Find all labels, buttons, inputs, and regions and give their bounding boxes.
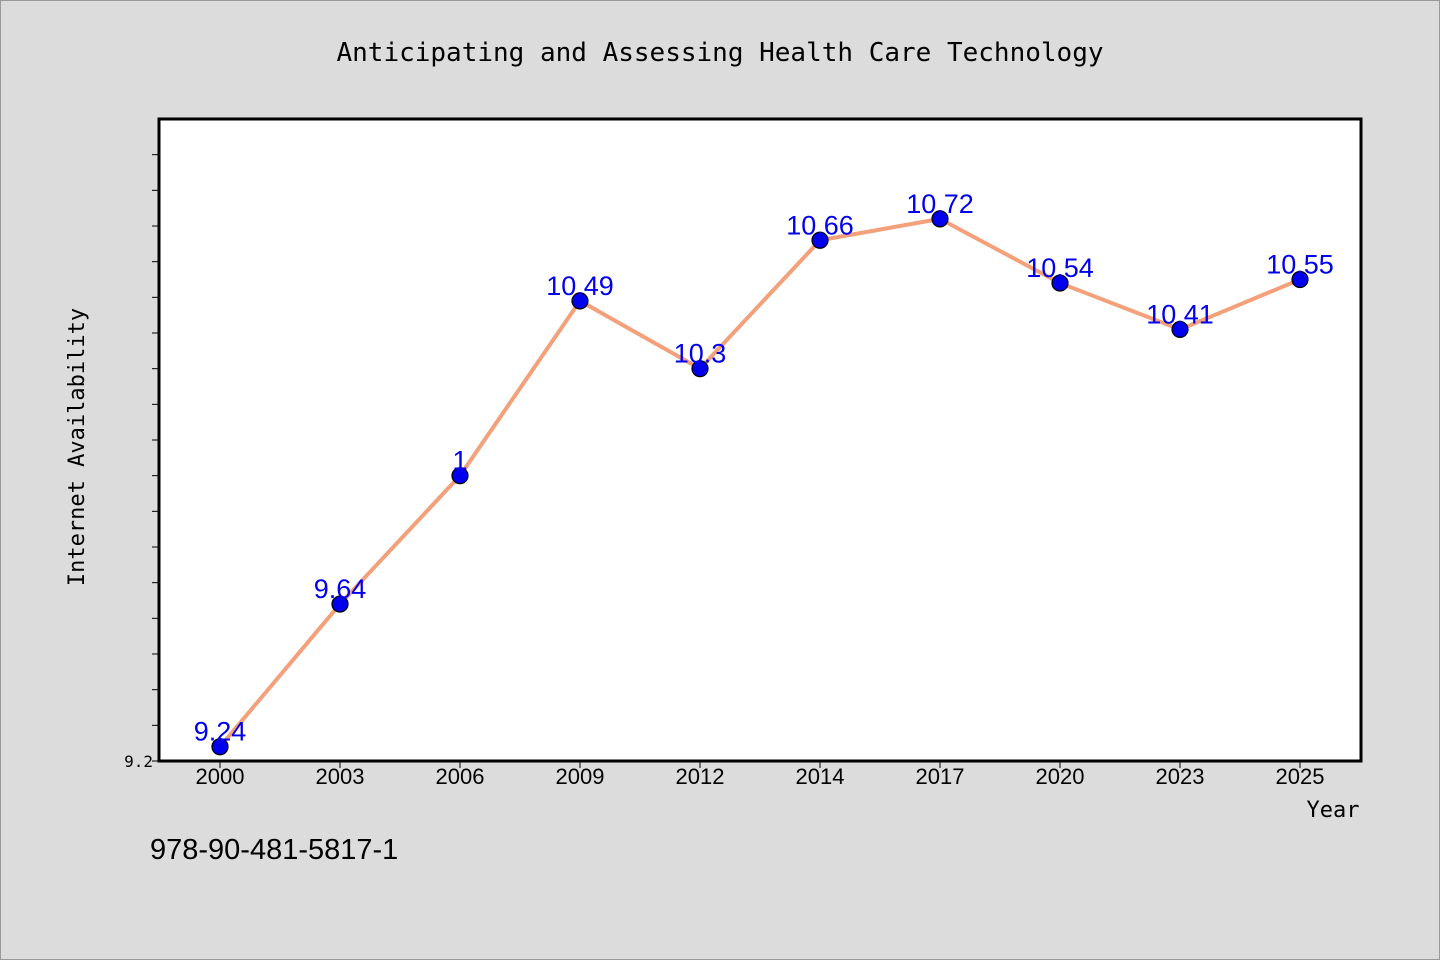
data-label: 10.72 xyxy=(906,189,974,219)
isbn-text: 978-90-481-5817-1 xyxy=(150,834,399,866)
data-point xyxy=(811,231,829,249)
series-markers xyxy=(211,210,1309,756)
x-axis-ticks: 2000 2003 2006 2009 2012 2014 2017 2020 2023 2025 xyxy=(196,761,1325,789)
x-tick-label: 2000 xyxy=(196,764,245,789)
x-tick-label: 2009 xyxy=(556,764,605,789)
x-tick-label: 2006 xyxy=(436,764,485,789)
data-point xyxy=(211,738,229,756)
y-axis-ticks: 9.2 xyxy=(124,154,159,771)
data-point xyxy=(691,360,709,378)
data-label: 10.66 xyxy=(786,210,854,240)
x-tick-label: 2020 xyxy=(1036,764,1085,789)
data-point xyxy=(1051,274,1069,292)
plot-area xyxy=(157,117,1363,763)
x-tick-label: 2003 xyxy=(316,764,365,789)
x-tick-label: 2014 xyxy=(796,764,845,789)
x-axis-label: Year xyxy=(1307,798,1360,823)
data-labels: 9.24 9.64 1 10.49 10.3 10.66 10.72 10.54 10.41 10… xyxy=(194,189,1334,747)
data-point xyxy=(1171,320,1189,339)
data-point xyxy=(331,595,349,613)
data-point xyxy=(571,292,589,310)
chart-title: Anticipating and Assessing Health Care T… xyxy=(336,38,1103,68)
data-label: 10.49 xyxy=(546,271,614,301)
data-label: 9.64 xyxy=(314,574,367,604)
x-tick-label: 2012 xyxy=(676,764,725,789)
data-label: 10.3 xyxy=(674,339,727,369)
data-label: 1 xyxy=(452,446,467,476)
y-axis-label: Internet Availability xyxy=(65,308,90,586)
data-label: 10.41 xyxy=(1146,299,1214,329)
x-tick-label: 2017 xyxy=(916,764,965,789)
x-tick-label: 2025 xyxy=(1276,764,1325,789)
data-point xyxy=(1291,270,1309,289)
data-point xyxy=(451,467,469,485)
series-line xyxy=(218,216,1301,749)
data-point xyxy=(931,210,949,228)
x-tick-label: 2023 xyxy=(1156,764,1205,789)
data-label: 10.54 xyxy=(1026,253,1094,283)
data-label: 9.24 xyxy=(194,717,247,747)
data-label: 10.55 xyxy=(1266,250,1334,280)
y-tick-label: 9.2 xyxy=(124,752,153,771)
